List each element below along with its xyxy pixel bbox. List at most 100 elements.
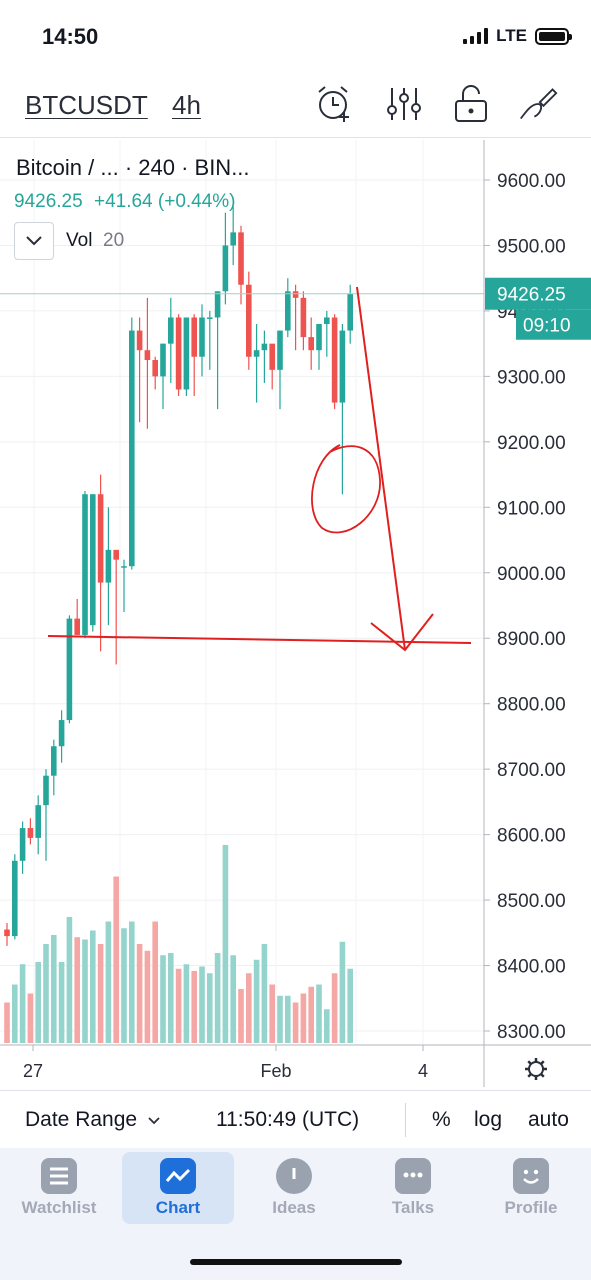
volume-bar — [90, 930, 96, 1043]
chart-toolbar: BTCUSDT 4h — [0, 72, 591, 138]
indicators-icon[interactable] — [384, 84, 424, 124]
candle-body — [19, 828, 26, 861]
price-chart[interactable]: 9600.009500.009400.009300.009200.009100.… — [0, 140, 591, 1090]
date-range-button[interactable]: Date Range — [25, 1108, 161, 1132]
legend-title[interactable]: Bitcoin / ... · 240 · BIN... — [16, 155, 250, 180]
volume-bar — [347, 968, 353, 1043]
candle-body — [105, 549, 112, 583]
candle-body — [51, 746, 57, 776]
candle-body — [230, 232, 236, 246]
volume-bar — [277, 995, 283, 1043]
volume-bar — [238, 989, 244, 1043]
candle-body — [269, 343, 275, 370]
unlock-icon[interactable] — [452, 84, 492, 124]
candle-body — [175, 317, 182, 390]
volume-bar — [331, 973, 338, 1043]
volume-bar — [113, 876, 119, 1043]
candle-body — [82, 494, 88, 635]
volume-bar — [246, 973, 252, 1043]
volume-bar — [339, 941, 346, 1043]
candle-body — [214, 291, 221, 318]
candle-body — [339, 330, 346, 403]
volume-bar — [168, 953, 174, 1043]
status-bar: 14:50 LTE — [0, 0, 591, 70]
volume-bar — [43, 944, 49, 1043]
tab-ideas[interactable]: Ideas — [238, 1152, 350, 1224]
tab-profile[interactable]: Profile — [475, 1152, 587, 1224]
smile-icon — [513, 1158, 549, 1194]
volume-bar — [285, 995, 291, 1043]
volume-bar — [300, 993, 307, 1043]
candle-body — [222, 245, 229, 292]
utc-clock[interactable]: 11:50:49 (UTC) — [216, 1108, 360, 1131]
volume-bar — [12, 984, 18, 1043]
price-axis-label: 8700.00 — [497, 760, 566, 781]
tab-talks[interactable]: Talks — [357, 1152, 469, 1224]
volume-bar — [136, 944, 143, 1043]
tab-label: Talks — [391, 1198, 435, 1217]
candle-body — [58, 720, 65, 747]
volume-bar — [74, 937, 80, 1043]
auto-scale-toggle[interactable]: auto — [528, 1108, 569, 1131]
volume-bar — [261, 944, 268, 1043]
candle-body — [191, 317, 197, 357]
legend-collapse-button[interactable] — [14, 222, 54, 260]
symbol-selector[interactable]: BTCUSDT — [25, 90, 148, 120]
drawing-tools-icon[interactable] — [518, 84, 558, 124]
list-icon — [41, 1158, 77, 1194]
price-axis-label: 8900.00 — [497, 629, 566, 650]
tab-chart[interactable]: Chart — [122, 1152, 234, 1224]
percent-scale-toggle[interactable]: % — [432, 1108, 451, 1131]
price-axis-label: 8600.00 — [497, 826, 566, 847]
volume-bar — [82, 939, 88, 1043]
volume-bar — [160, 955, 166, 1043]
time-axis-label: 4 — [418, 1061, 428, 1081]
volume-bar — [4, 1002, 10, 1043]
tab-watchlist[interactable]: Watchlist — [3, 1152, 115, 1224]
price-axis-label: 9200.00 — [497, 433, 566, 454]
chart-icon — [160, 1158, 196, 1194]
time-axis-label: Feb — [260, 1061, 291, 1081]
volume-bar — [152, 921, 158, 1043]
alarm-add-icon[interactable] — [314, 84, 354, 124]
status-indicators: LTE — [463, 26, 572, 46]
bulb-icon — [276, 1158, 312, 1194]
volume-label[interactable]: Vol — [66, 230, 93, 251]
candle-body — [253, 350, 260, 357]
interval-selector[interactable]: 4h — [172, 90, 201, 120]
date-range-label: Date Range — [25, 1108, 138, 1131]
candle-body — [331, 317, 338, 403]
candle-body — [74, 618, 80, 635]
log-scale-toggle[interactable]: log — [474, 1108, 503, 1131]
candle-body — [277, 330, 283, 370]
volume-bar — [58, 962, 65, 1043]
tab-label: Watchlist — [21, 1198, 97, 1217]
tab-label: Profile — [504, 1198, 558, 1217]
candle-body — [136, 330, 143, 351]
candle-body — [316, 324, 322, 351]
candle-body — [324, 317, 330, 325]
volume-bar — [175, 968, 182, 1043]
volume-bar — [199, 966, 205, 1043]
volume-bar — [27, 993, 34, 1043]
candle-body — [168, 317, 174, 344]
chat-icon — [395, 1158, 431, 1194]
volume-bar — [214, 953, 221, 1043]
candle-body — [308, 337, 314, 351]
volume-bar — [97, 944, 104, 1043]
circle-drawing — [311, 444, 381, 534]
home-indicator — [190, 1259, 402, 1265]
legend-last-price: 9426.25 — [14, 191, 83, 212]
support-line-drawing — [47, 635, 472, 644]
candle-body — [292, 291, 299, 298]
volume-bar — [191, 971, 197, 1043]
price-axis-label: 8300.00 — [497, 1022, 566, 1043]
settings-gear-icon[interactable] — [525, 1058, 547, 1080]
price-axis-label: 8400.00 — [497, 957, 566, 978]
battery-icon — [535, 27, 572, 45]
chart-area[interactable]: 9600.009500.009400.009300.009200.009100.… — [0, 140, 591, 1090]
candle-body — [12, 860, 18, 937]
chevron-down-icon — [148, 1117, 160, 1125]
volume-bar — [292, 1002, 299, 1043]
volume-length: 20 — [103, 230, 125, 251]
